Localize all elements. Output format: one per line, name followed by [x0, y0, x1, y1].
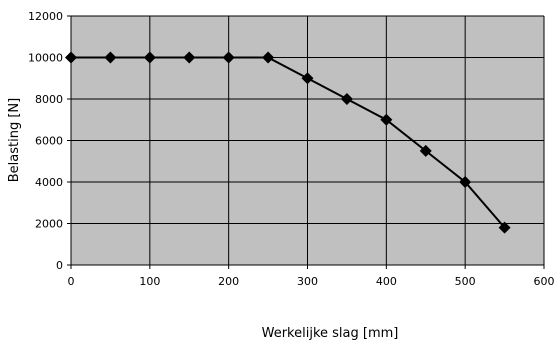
- data-point-marker: [183, 51, 196, 64]
- data-point-marker: [104, 51, 117, 64]
- y-tick-label: 2000: [35, 218, 63, 231]
- x-tick-label: 200: [218, 275, 239, 288]
- x-tick-label: 0: [68, 275, 75, 288]
- y-tick-label: 6000: [35, 135, 63, 148]
- x-tick-label: 600: [534, 275, 554, 288]
- data-point-marker: [222, 51, 235, 64]
- data-point-marker: [262, 51, 275, 64]
- y-axis-title: Belasting [N]: [7, 98, 22, 182]
- data-point-marker: [65, 51, 77, 64]
- data-point-marker: [380, 113, 393, 126]
- x-tick-label: 300: [297, 275, 318, 288]
- y-tick-labels: 0 2000 4000 6000 8000 10000 12000: [28, 10, 63, 272]
- y-tick-label: 4000: [35, 176, 63, 189]
- series-line: [71, 56, 506, 229]
- y-tick-label: 10000: [28, 52, 63, 65]
- series-layer: [65, 51, 511, 234]
- data-point-marker: [419, 144, 432, 157]
- data-point-marker: [459, 176, 472, 188]
- data-point-marker: [498, 221, 511, 234]
- y-tick-label: 8000: [35, 93, 63, 106]
- x-tick-label: 500: [455, 275, 476, 288]
- data-point-marker: [143, 51, 156, 64]
- y-tick-label: 0: [56, 259, 63, 272]
- x-tick-label: 100: [139, 275, 160, 288]
- data-point-marker: [340, 93, 353, 105]
- x-tick-label: 400: [376, 275, 397, 288]
- y-tick-label: 12000: [28, 10, 63, 23]
- x-tick-labels: 0 100 200 300 400 500 600: [68, 275, 554, 288]
- data-point-marker: [301, 72, 314, 85]
- x-axis-title: Werkelijke slag [mm]: [262, 326, 399, 341]
